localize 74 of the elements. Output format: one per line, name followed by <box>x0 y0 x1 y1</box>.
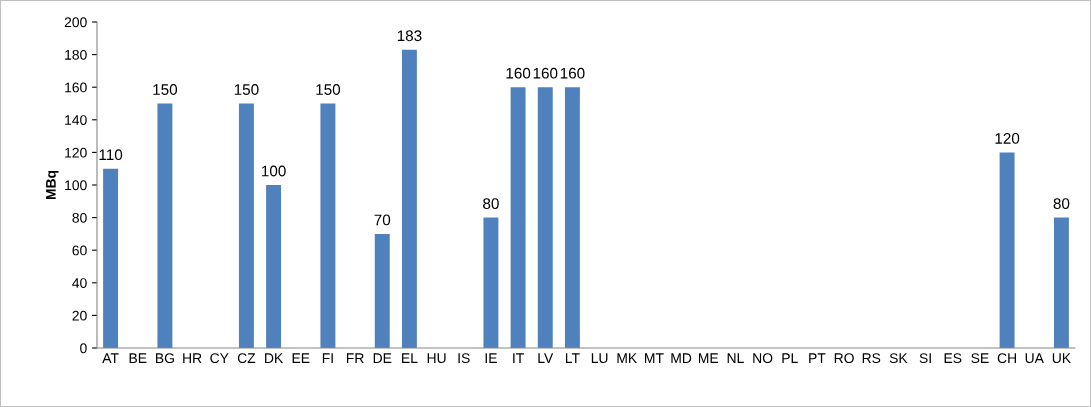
x-tick-label: DE <box>373 353 392 363</box>
data-label: 80 <box>483 198 499 210</box>
bar <box>374 233 390 348</box>
bar <box>103 168 119 348</box>
bar <box>999 152 1015 348</box>
x-tick-label: ME <box>698 353 719 363</box>
x-tick-label: ES <box>944 353 962 364</box>
bar <box>1053 217 1069 348</box>
x-tick-label: IT <box>513 353 524 363</box>
bar <box>238 103 254 348</box>
y-tick-label: 40 <box>72 278 87 288</box>
y-tick-label: 140 <box>65 115 87 125</box>
data-label: 100 <box>262 165 286 177</box>
x-tick-label: LT <box>565 353 580 363</box>
x-tick-label: NO <box>753 353 773 364</box>
data-label: 160 <box>560 67 585 79</box>
y-tick-label: 80 <box>72 212 87 223</box>
x-tick-label: EE <box>292 353 310 363</box>
y-axis-title: MBq <box>46 170 59 200</box>
x-tick-label: FI <box>322 353 333 363</box>
data-label: 150 <box>153 84 178 95</box>
x-tick-label: SK <box>889 353 908 364</box>
y-tick-label: 60 <box>72 245 87 256</box>
bar <box>266 185 282 348</box>
y-tick-label: 200 <box>64 17 87 28</box>
x-tick-label: CY <box>210 353 229 364</box>
x-tick-label: DK <box>265 353 284 363</box>
bar <box>320 103 336 348</box>
bar <box>510 87 526 348</box>
y-tick-label: 180 <box>65 49 87 60</box>
data-label: 160 <box>506 67 531 79</box>
bar <box>564 87 580 348</box>
x-tick-label: LV <box>538 353 554 363</box>
x-tick-label: HU <box>427 353 446 364</box>
x-tick-label: UA <box>1025 353 1044 364</box>
data-label: 150 <box>234 84 259 95</box>
bar <box>483 217 499 348</box>
x-tick-label: CZ <box>237 353 256 364</box>
bar <box>157 103 173 348</box>
data-label: 160 <box>533 67 558 79</box>
y-tick-label: 160 <box>65 82 87 93</box>
y-tick-label: 20 <box>72 310 87 321</box>
x-tick-label: SE <box>971 353 989 364</box>
x-tick-label: NL <box>727 353 744 363</box>
x-tick-label: MK <box>617 353 638 363</box>
y-tick-label: 0 <box>80 343 87 354</box>
data-label: 110 <box>99 149 123 161</box>
x-tick-label: IE <box>485 353 497 363</box>
x-tick-label: CH <box>997 353 1016 364</box>
x-tick-label: UK <box>1052 353 1071 364</box>
data-label: 70 <box>374 214 391 226</box>
x-tick-label: BG <box>156 353 174 364</box>
x-tick-label: SI <box>919 353 931 364</box>
y-tick-label: 100 <box>65 180 87 191</box>
bar <box>401 49 417 348</box>
x-tick-label: PL <box>782 353 798 363</box>
bar <box>537 87 553 348</box>
x-tick-label: HR <box>183 353 202 363</box>
x-tick-label: FR <box>346 353 364 363</box>
x-tick-label: MD <box>671 353 692 363</box>
x-tick-label: MT <box>645 353 664 363</box>
x-tick-label: IS <box>458 353 470 364</box>
data-label: 183 <box>397 30 422 42</box>
y-tick-label: 120 <box>65 147 87 158</box>
x-tick-label: BE <box>129 353 147 363</box>
x-tick-label: RO <box>834 353 854 364</box>
x-tick-label: PT <box>809 353 826 363</box>
x-tick-label: LU <box>591 353 608 364</box>
data-label: 120 <box>995 133 1020 144</box>
x-tick-label: AT <box>102 353 119 363</box>
x-tick-label: EL <box>402 353 418 363</box>
x-tick-label: RS <box>862 353 881 364</box>
data-label: 80 <box>1053 198 1070 210</box>
data-label: 150 <box>316 84 341 95</box>
